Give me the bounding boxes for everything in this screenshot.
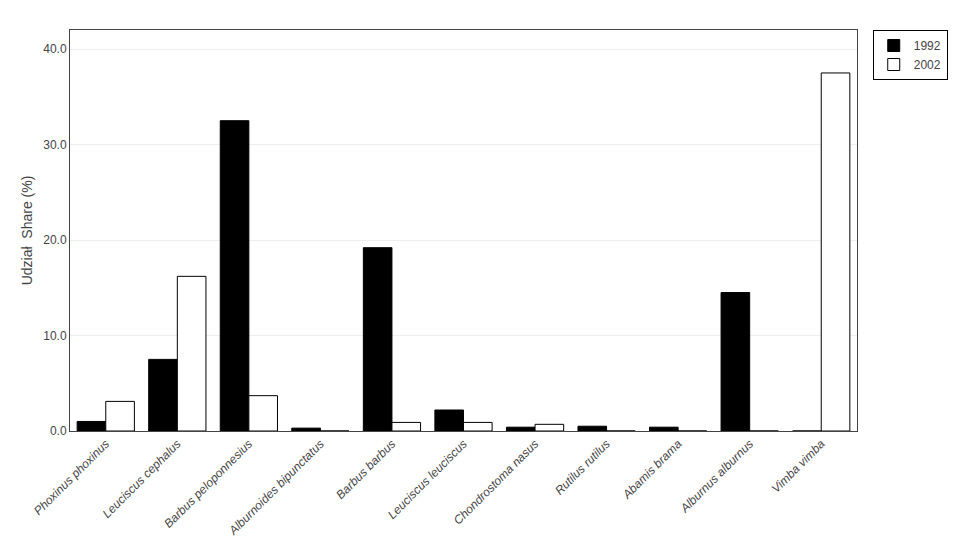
svg-text:Barbus peloponnesius: Barbus peloponnesius — [161, 437, 255, 531]
svg-text:Chondrostoma nasus: Chondrostoma nasus — [451, 437, 542, 528]
svg-text:Leuciscus cephalus: Leuciscus cephalus — [100, 437, 184, 521]
svg-text:10.0: 10.0 — [43, 329, 67, 343]
svg-text:Phoxinus phoxinus: Phoxinus phoxinus — [31, 437, 112, 518]
svg-text:1992: 1992 — [914, 39, 941, 53]
svg-text:2002: 2002 — [914, 58, 941, 72]
svg-text:Barbus barbus: Barbus barbus — [333, 437, 398, 502]
svg-text:Alburnus alburnus: Alburnus alburnus — [677, 437, 756, 516]
svg-text:Abamis brama: Abamis brama — [619, 437, 685, 503]
svg-text:40.0: 40.0 — [43, 42, 67, 56]
svg-text:Rutilus rutilus: Rutilus rutilus — [552, 437, 613, 498]
svg-text:Udział Share (%): Udział Share (%) — [19, 176, 35, 286]
svg-text:30.0: 30.0 — [43, 138, 67, 152]
svg-text:Leuciscus leuciscus: Leuciscus leuciscus — [385, 437, 470, 522]
svg-text:Vimba vimba: Vimba vimba — [769, 437, 828, 496]
svg-text:0.0: 0.0 — [50, 424, 67, 438]
svg-text:20.0: 20.0 — [43, 233, 67, 247]
svg-text:Alburnoides bipunctatus: Alburnoides bipunctatus — [226, 437, 327, 538]
